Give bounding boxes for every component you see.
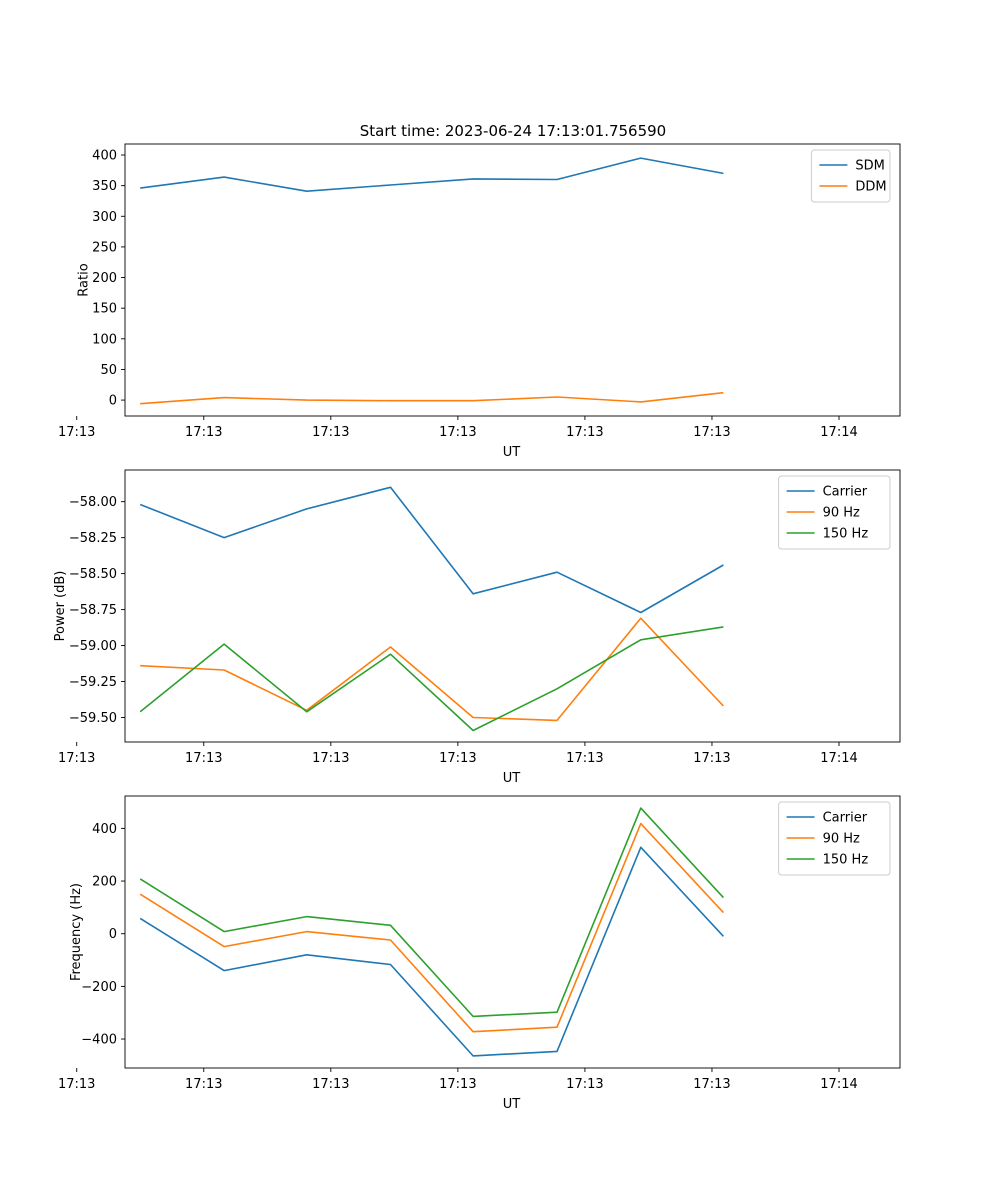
series-line-2 <box>140 617 724 722</box>
y-axis-label: Power (dB) <box>53 571 68 642</box>
y-tick-label: −58.00 <box>69 495 117 510</box>
y-axis-label: Ratio <box>77 263 92 296</box>
x-axis-label: UT <box>503 445 521 460</box>
x-tick-label: 17:13 <box>185 751 222 766</box>
series-line-2 <box>139 822 724 1033</box>
y-tick-label: −400 <box>81 1033 117 1048</box>
series-line-2 <box>140 391 724 405</box>
plots: 17:13 17:13 17:13 17:13 17:13 17:13 17:14 0 50 10… <box>53 143 901 1112</box>
legend-label: Carrier <box>823 811 868 826</box>
y-tick-label: 150 <box>92 302 117 317</box>
x-tick-label: 17:13 <box>566 425 603 440</box>
y-tick-label: 0 <box>109 394 117 409</box>
x-tick-label: 17:13 <box>439 1077 476 1092</box>
series-line-1 <box>140 157 724 192</box>
legend-label: 150 Hz <box>823 527 869 542</box>
legend-label: 150 Hz <box>823 853 869 868</box>
legend-label: 90 Hz <box>823 832 860 847</box>
y-tick-label: 400 <box>92 822 117 837</box>
axes-frame <box>124 143 901 417</box>
x-tick-label: 17:13 <box>58 1077 95 1092</box>
axes-frame <box>124 469 901 743</box>
x-tick-label: 17:13 <box>693 751 730 766</box>
legend-label: Carrier <box>823 485 868 500</box>
legend-label: 90 Hz <box>823 506 860 521</box>
series-line-1 <box>139 486 724 614</box>
legend-box <box>810 149 891 203</box>
x-tick-label: 17:13 <box>693 425 730 440</box>
figure-title: Start time: 2023-06-24 17:13:01.756590 <box>360 122 666 140</box>
y-tick-label: 100 <box>92 332 117 347</box>
y-tick-label: −58.25 <box>69 531 117 546</box>
y-axis-label: Frequency (Hz) <box>69 883 84 981</box>
y-tick-label: 200 <box>92 875 117 890</box>
x-tick-label: 17:14 <box>820 1077 857 1092</box>
legend: SDM DDM <box>810 149 891 203</box>
legend-label: SDM <box>855 159 884 174</box>
y-tick-label: 400 <box>92 149 117 164</box>
x-axis-label: UT <box>503 771 521 786</box>
subplot-1: 17:13 17:13 17:13 17:13 17:13 17:13 17:14 0 50 10… <box>58 143 901 460</box>
x-tick-label: 17:13 <box>58 425 95 440</box>
legend-box <box>778 475 891 550</box>
x-tick-label: 17:13 <box>185 425 222 440</box>
x-tick-label: 17:13 <box>312 751 349 766</box>
y-tick-label: 0 <box>109 927 117 942</box>
x-tick-label: 17:14 <box>820 425 857 440</box>
x-tick-label: 17:13 <box>439 751 476 766</box>
y-tick-label: −58.50 <box>69 567 117 582</box>
x-tick-label: 17:13 <box>58 751 95 766</box>
legend-label: DDM <box>855 180 886 195</box>
x-tick-label: 17:13 <box>439 425 476 440</box>
subplot-2: 17:13 17:13 17:13 17:13 17:13 17:13 17:14 −59.5… <box>53 469 901 786</box>
x-tick-label: 17:13 <box>693 1077 730 1092</box>
series-line-3 <box>139 626 724 732</box>
y-tick-label: 300 <box>92 210 117 225</box>
legend-box <box>778 801 891 876</box>
series-line-3 <box>139 807 724 1018</box>
x-tick-label: 17:13 <box>312 425 349 440</box>
y-tick-label: 350 <box>92 179 117 194</box>
legend: Carrier 90 Hz 150 Hz <box>778 475 891 550</box>
x-tick-label: 17:13 <box>566 751 603 766</box>
x-tick-label: 17:13 <box>312 1077 349 1092</box>
x-axis-label: UT <box>503 1097 521 1112</box>
y-tick-label: 50 <box>100 363 117 378</box>
y-tick-label: −200 <box>81 980 117 995</box>
y-tick-label: 200 <box>92 271 117 286</box>
x-tick-label: 17:13 <box>566 1077 603 1092</box>
y-tick-label: −59.00 <box>69 639 117 654</box>
y-tick-label: 250 <box>92 240 117 255</box>
x-tick-label: 17:13 <box>185 1077 222 1092</box>
y-tick-label: −59.25 <box>69 675 117 690</box>
x-tick-label: 17:14 <box>820 751 857 766</box>
series-line-1 <box>139 846 724 1057</box>
y-tick-label: −58.75 <box>69 603 117 618</box>
subplot-3: 17:13 17:13 17:13 17:13 17:13 17:13 17:14 −400 −… <box>58 795 901 1112</box>
axes-frame <box>124 795 901 1069</box>
y-tick-label: −59.50 <box>69 711 117 726</box>
legend: Carrier 90 Hz 150 Hz <box>778 801 891 876</box>
